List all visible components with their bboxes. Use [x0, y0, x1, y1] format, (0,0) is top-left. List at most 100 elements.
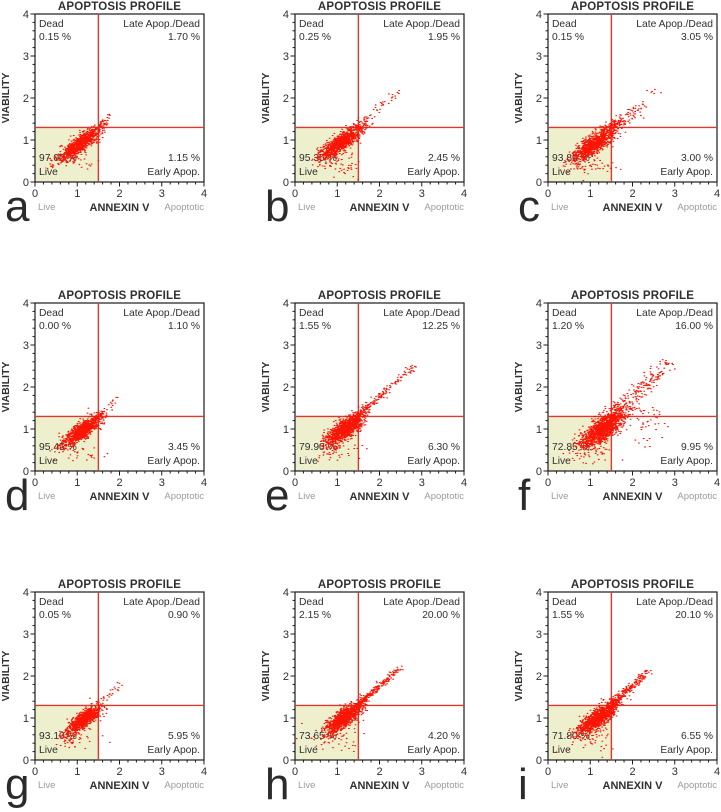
- quadrant-dead-percent: 2.15 %: [299, 610, 331, 621]
- plot-frame: [294, 591, 465, 761]
- x-tick-label: 0: [32, 477, 38, 489]
- quadrant-late-percent: 3.05 %: [681, 32, 713, 43]
- x-tick-label: 1: [587, 766, 593, 778]
- scatter-points: [49, 396, 119, 462]
- x-axis-live-caption: Live: [38, 491, 55, 502]
- y-tick-label: 4: [23, 587, 29, 599]
- x-axis-label: ANNEXIN V: [603, 780, 664, 792]
- x-axis-apoptotic-caption: Apoptotic: [677, 491, 717, 502]
- panel-letter: e: [265, 471, 289, 520]
- x-axis-apoptotic-caption: Apoptotic: [424, 780, 464, 791]
- y-tick-label: 2: [23, 671, 29, 683]
- x-tick-label: 4: [714, 766, 720, 778]
- quadrant-early-label: Early Apop.: [660, 456, 713, 467]
- x-tick-label: 1: [334, 188, 340, 200]
- y-axis-label: VIABILITY: [260, 362, 272, 413]
- x-tick-labels: 0 1 2 3 4: [32, 766, 207, 778]
- quadrant-early-label: Early Apop.: [407, 456, 460, 467]
- x-axis-apoptotic-caption: Apoptotic: [677, 780, 717, 791]
- y-tick-labels: 0 1 2 3 4: [536, 587, 542, 767]
- quadrant-dead-label: Dead: [299, 19, 324, 30]
- y-axis-label: VIABILITY: [260, 73, 272, 124]
- x-tick-labels: 0 1 2 3 4: [32, 188, 207, 200]
- scatter-points: [295, 665, 404, 752]
- x-tick-label: 1: [74, 477, 80, 489]
- quadrant-late-label: Late Apop./Dead: [123, 308, 200, 319]
- quadrant-early-percent: 1.15 %: [168, 153, 200, 164]
- y-tick-label: 1: [536, 713, 542, 725]
- x-tick-labels: 0 1 2 3 4: [545, 477, 720, 489]
- y-tick-label: 4: [536, 9, 542, 21]
- x-tick-label: 3: [159, 188, 165, 200]
- quadrant-early-percent: 6.55 %: [681, 731, 713, 742]
- y-tick-label: 0: [283, 177, 289, 189]
- x-tick-label: 2: [376, 188, 382, 200]
- quadrant-early-label: Early Apop.: [147, 167, 200, 178]
- quadrant-dead-percent: 0.05 %: [39, 610, 71, 621]
- x-tick-label: 4: [461, 188, 467, 200]
- y-tick-label: 1: [283, 424, 289, 436]
- plot-frame: [294, 13, 465, 183]
- quadrant-late-percent: 1.10 %: [168, 321, 200, 332]
- y-tick-label: 1: [283, 713, 289, 725]
- quadrant-late-percent: 1.95 %: [428, 32, 460, 43]
- y-tick-label: 4: [283, 587, 289, 599]
- y-tick-label: 0: [536, 755, 542, 767]
- quadrant-dead-label: Dead: [552, 597, 577, 608]
- x-tick-label: 4: [714, 477, 720, 489]
- quadrant-late-label: Late Apop./Dead: [123, 597, 200, 608]
- quadrant-dead-percent: 0.00 %: [39, 321, 71, 332]
- quadrant-late-label: Late Apop./Dead: [383, 19, 460, 30]
- x-tick-labels: 0 1 2 3 4: [545, 188, 720, 200]
- quadrant-early-label: Early Apop.: [660, 745, 713, 756]
- quadrant-early-percent: 6.30 %: [428, 442, 460, 453]
- x-tick-label: 4: [714, 188, 720, 200]
- y-tick-label: 3: [283, 629, 289, 641]
- plot-frame: [294, 302, 465, 472]
- x-tick-label: 3: [419, 188, 425, 200]
- quadrant-live-label: Live: [299, 745, 318, 756]
- y-tick-labels: 0 1 2 3 4: [536, 298, 542, 478]
- plot-frame: [547, 13, 718, 183]
- y-axis-label: VIABILITY: [513, 651, 525, 702]
- y-tick-label: 2: [536, 671, 542, 683]
- x-axis-live-caption: Live: [551, 491, 568, 502]
- plot-frame: [34, 13, 205, 183]
- plot-frame: [34, 302, 205, 472]
- y-tick-label: 3: [23, 340, 29, 352]
- panel-title: APOPTOSIS PROFILE: [571, 290, 694, 302]
- x-tick-label: 3: [419, 766, 425, 778]
- panel-letter: i: [518, 760, 528, 809]
- quadrant-live-percent: 73.65 %: [299, 731, 337, 742]
- y-tick-label: 4: [23, 298, 29, 310]
- x-axis-live-caption: Live: [38, 780, 55, 791]
- quadrant-live-label: Live: [39, 456, 58, 467]
- quadrant-live-percent: 93.80 %: [552, 153, 590, 164]
- quadrant-late-percent: 20.00 %: [422, 610, 460, 621]
- x-tick-label: 4: [201, 766, 207, 778]
- y-tick-label: 2: [283, 93, 289, 105]
- x-axis-label: ANNEXIN V: [603, 491, 664, 503]
- plot-frame: [547, 591, 718, 761]
- x-tick-label: 0: [545, 766, 551, 778]
- quadrant-dead-percent: 0.25 %: [299, 32, 331, 43]
- x-tick-label: 0: [545, 188, 551, 200]
- y-tick-labels: 0 1 2 3 4: [283, 298, 289, 478]
- quadrant-dead-percent: 0.15 %: [552, 32, 584, 43]
- y-tick-label: 3: [23, 629, 29, 641]
- scatter-points: [559, 88, 662, 182]
- y-tick-label: 1: [536, 424, 542, 436]
- x-tick-label: 2: [629, 477, 635, 489]
- plot-frame: [34, 591, 205, 761]
- quadrant-early-percent: 5.95 %: [168, 731, 200, 742]
